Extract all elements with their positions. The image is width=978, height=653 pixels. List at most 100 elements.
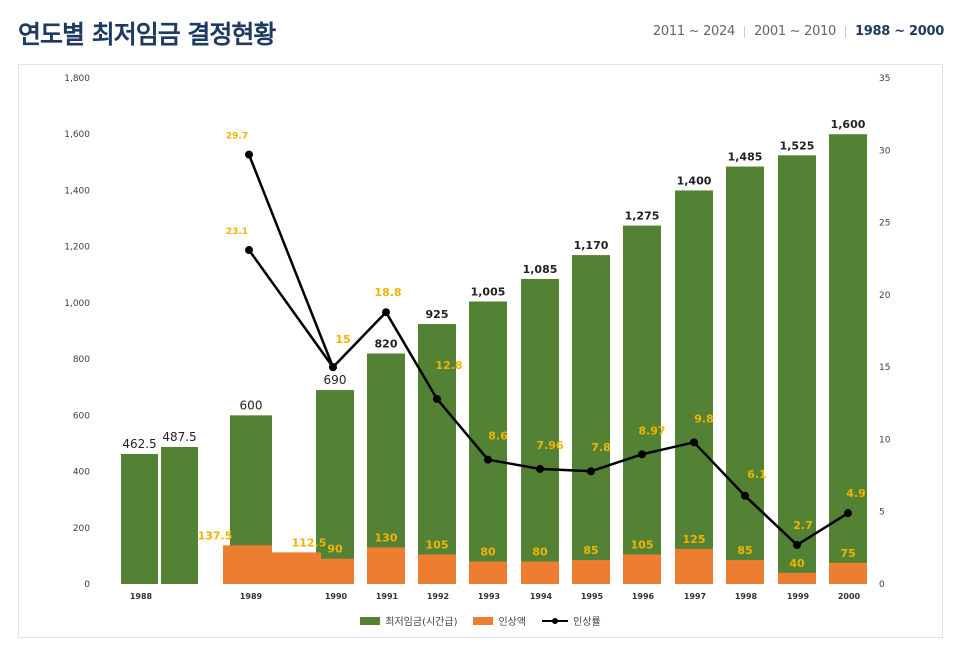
y-right-tick-label: 25 (879, 219, 890, 229)
y-left-tick-label: 600 (73, 411, 90, 421)
increase-data-label: 90 (327, 543, 343, 556)
wage-data-label: 1,525 (780, 139, 815, 152)
rate-data-label: 6.1 (747, 468, 767, 481)
increase-bar (367, 547, 405, 584)
y-left-tick-label: 800 (73, 355, 90, 365)
tab-divider (844, 25, 846, 38)
increase-bar (623, 554, 661, 584)
rate-line (247, 249, 849, 547)
rate-point (329, 363, 337, 372)
chart-legend: 최저임금(시간급) 인상액 인상률 (19, 613, 942, 628)
increase-data-label: 85 (583, 544, 598, 557)
increase-data-label: 105 (426, 538, 449, 551)
wage-bar (572, 255, 610, 584)
wage-data-label: 1,600 (831, 118, 866, 131)
wage-bar (121, 453, 158, 584)
legend-label-wage: 최저임금(시간급) (385, 617, 458, 628)
wage-data-label: 600 (240, 398, 263, 412)
wage-data-label: 1,085 (523, 263, 558, 276)
wage-data-label: 690 (324, 373, 347, 387)
x-tick-label: 1991 (376, 592, 399, 601)
wage-data-label: 1,275 (625, 210, 660, 223)
y-left-tick-label: 1,200 (64, 243, 90, 253)
y-right-tick-label: 30 (879, 146, 891, 156)
rate-data-label: 2.7 (793, 519, 813, 532)
legend-swatch-increase (473, 616, 494, 625)
rate-data-label: 29.7 (226, 132, 248, 142)
tab-1988-2000[interactable]: 1988 ~ 2000 (854, 24, 944, 39)
wage-bar (623, 225, 661, 585)
rate-line (247, 154, 335, 368)
rate-data-label: 8.6 (488, 430, 508, 443)
chart-panel: 0 200 400 600 800 1,000 1,200 1,400 1,600 1,800 0 5… (18, 64, 943, 638)
increase-bar (418, 554, 456, 584)
legend-item-wage: 최저임금(시간급) (360, 613, 457, 628)
x-tick-label: 1994 (530, 592, 553, 601)
wage-bar (418, 323, 456, 584)
rate-data-label: 7.96 (536, 439, 563, 452)
wage-bar (675, 190, 713, 584)
increase-data-label: 80 (480, 546, 496, 559)
rate-data-label: 4.9 (846, 487, 866, 500)
increase-data-label: 40 (789, 557, 805, 570)
rate-point (433, 394, 441, 403)
increase-bar (272, 552, 321, 584)
rate-point (741, 491, 749, 500)
increase-bar (521, 561, 559, 584)
increase-data-label: 125 (683, 533, 706, 546)
y-left-tick-label: 1,800 (64, 74, 90, 84)
wage-bar (726, 166, 764, 585)
rate-data-label: 7.8 (591, 441, 611, 454)
x-tick-label: 1989 (240, 592, 263, 601)
rate-point (844, 509, 852, 518)
rate-point (587, 467, 595, 476)
legend-label-increase: 인상액 (498, 617, 527, 628)
rate-point (245, 246, 253, 255)
wage-data-label: 925 (426, 308, 449, 321)
y-left-tick-label: 200 (73, 524, 90, 534)
rate-point (382, 308, 390, 317)
y-right-tick-label: 10 (879, 435, 891, 445)
rate-point (638, 450, 646, 459)
legend-item-rate: 인상률 (542, 613, 601, 628)
increase-data-label: 130 (375, 531, 398, 544)
page-title: 연도별 최저임금 결정현황 (18, 20, 276, 49)
tab-divider (743, 25, 745, 38)
increase-bar (778, 572, 816, 584)
year-range-tabs: 2011 ~ 2024 2001 ~ 2010 1988 ~ 2000 (644, 24, 944, 39)
wage-bar (778, 155, 816, 585)
tab-2001-2010[interactable]: 2001 ~ 2010 (753, 24, 836, 39)
wage-bar (521, 278, 559, 584)
increase-data-label: 85 (737, 544, 752, 557)
wage-bar (829, 134, 867, 584)
increase-data-label: 105 (631, 538, 654, 551)
increase-data-label: 137.5 (198, 529, 233, 542)
increase-data-label: 75 (840, 547, 855, 560)
wage-data-label: 1,005 (471, 285, 506, 298)
rate-data-label: 23.1 (226, 227, 248, 237)
y-right-tick-label: 0 (879, 580, 885, 590)
x-tick-label: 1999 (787, 592, 810, 601)
rate-data-label: 8.97 (638, 424, 665, 437)
wage-data-label: 1,170 (574, 239, 609, 252)
increase-bar (726, 560, 764, 584)
wage-bar (367, 353, 405, 584)
tab-2011-2024[interactable]: 2011 ~ 2024 (652, 24, 735, 39)
x-tick-label: 1996 (632, 592, 655, 601)
x-tick-label: 1998 (735, 592, 758, 601)
increase-bar (316, 558, 354, 584)
rate-data-label: 12.8 (435, 359, 462, 372)
legend-item-increase: 인상액 (473, 613, 526, 628)
y-right-tick-label: 5 (879, 508, 885, 518)
wage-data-label: 487.5 (162, 430, 196, 444)
legend-swatch-wage (360, 616, 381, 625)
minimum-wage-chart: 0 200 400 600 800 1,000 1,200 1,400 1,600 1,800 0 5… (64, 74, 891, 601)
x-tick-label: 1993 (478, 592, 500, 601)
rate-data-label: 18.8 (374, 286, 401, 299)
wage-data-label: 1,485 (728, 151, 763, 164)
increase-bar (829, 562, 867, 584)
wage-data-label: 820 (375, 337, 398, 350)
rate-point (793, 540, 801, 549)
rate-data-label: 15 (335, 333, 350, 346)
x-tick-label: 1988 (130, 592, 153, 601)
